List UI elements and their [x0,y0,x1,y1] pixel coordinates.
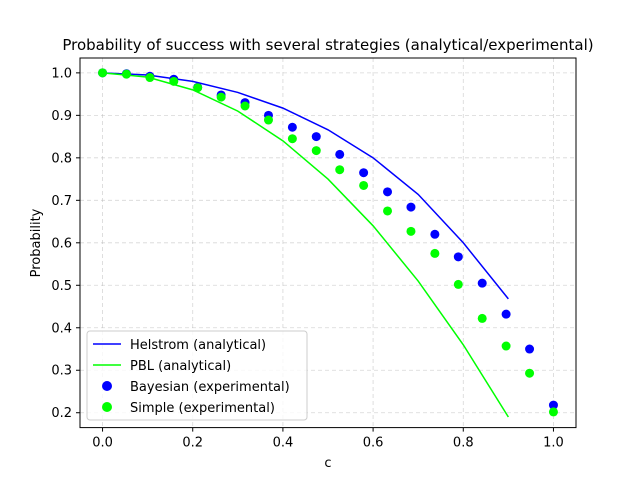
data-point-bayesian [548,400,558,410]
legend-marker-simple [102,402,112,412]
data-point-bayesian [311,132,321,142]
legend-label-bayesian: Bayesian (experimental) [130,380,290,395]
data-point-bayesian [453,252,463,262]
legend-marker-bayesian [102,381,112,391]
data-point-simple [121,69,131,79]
y-tick-label: 0.5 [51,279,72,294]
data-point-bayesian [501,309,511,319]
data-point-simple [501,341,511,351]
y-tick-label: 0.7 [51,194,72,209]
y-tick-label: 0.8 [51,151,72,166]
data-point-simple [453,279,463,289]
data-point-simple [193,83,203,93]
x-tick-label: 0.8 [453,436,474,451]
data-point-bayesian [477,278,487,288]
legend: Helstrom (analytical) PBL (analytical) B… [86,330,308,421]
data-point-simple [548,407,558,417]
data-point-simple [287,134,297,144]
x-tick-label: 0.0 [92,436,113,451]
data-point-simple [477,313,487,323]
data-layer [98,68,558,418]
grid-layer [80,58,576,428]
data-point-simple [98,68,108,78]
data-point-bayesian [430,229,440,239]
x-tick-label: 0.4 [273,436,294,451]
chart-title: Probability of success with several stra… [62,36,593,54]
data-point-simple [311,146,321,156]
legend-box [86,330,308,421]
x-tick-label: 1.0 [543,436,564,451]
y-tick-label: 0.3 [51,364,72,379]
legend-label-pbl: PBL (analytical) [130,359,231,374]
x-tick-label: 0.2 [182,436,203,451]
legend-label-simple: Simple (experimental) [130,401,275,416]
data-point-bayesian [406,202,416,212]
data-point-bayesian [287,122,297,132]
data-point-simple [383,206,393,216]
axis-layer: 0.0 0.2 0.4 0.6 0.8 1.0 0.2 0.3 0.4 0.5 0.6 0.7 0.8 0… [51,66,563,450]
data-point-bayesian [525,344,535,354]
y-tick-label: 1.0 [51,66,72,81]
y-tick-label: 0.6 [51,236,72,251]
data-point-simple [216,92,226,102]
legend-label-helstrom: Helstrom (analytical) [130,338,266,353]
data-point-simple [240,101,250,111]
x-axis-label: c [324,456,331,471]
data-point-bayesian [383,187,393,197]
y-tick-label: 0.4 [51,321,72,336]
data-point-simple [406,226,416,236]
data-point-bayesian [335,149,345,159]
data-point-bayesian [359,168,369,178]
data-point-simple [335,165,345,175]
x-tick-label: 0.6 [363,436,384,451]
y-tick-label: 0.9 [51,109,72,124]
data-point-simple [359,180,369,190]
data-point-simple [169,76,179,86]
data-point-simple [525,368,535,378]
y-tick-label: 0.2 [51,406,72,421]
y-axis-label: Probability [29,208,44,277]
data-point-simple [430,248,440,258]
data-point-simple [145,73,155,83]
data-point-simple [263,115,273,125]
